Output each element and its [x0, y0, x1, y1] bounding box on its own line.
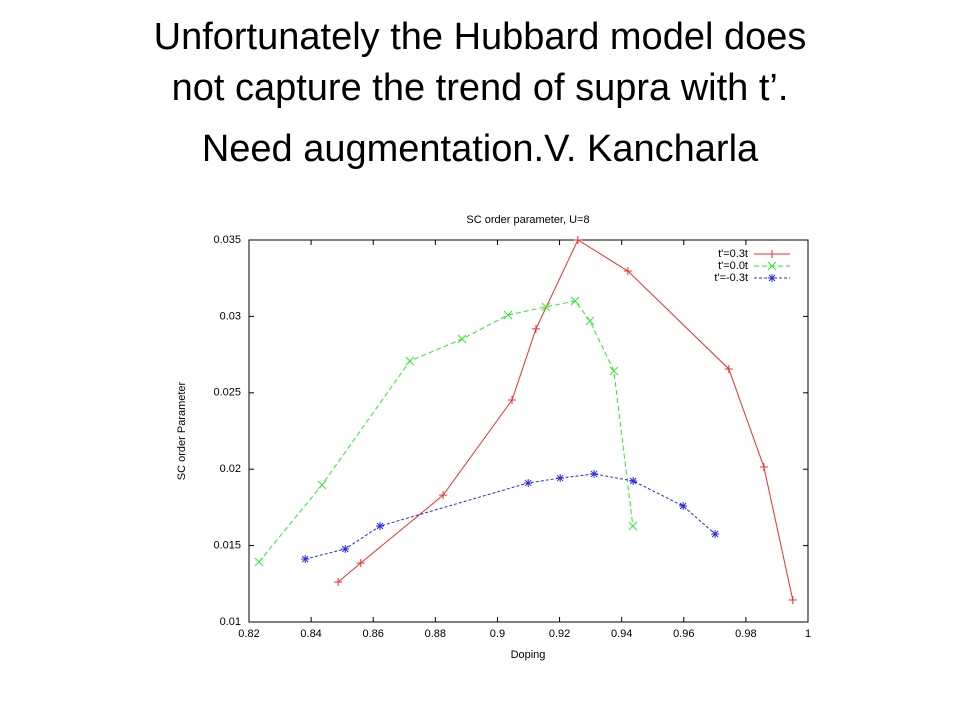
- marker: [531, 324, 540, 333]
- marker: [317, 480, 327, 490]
- marker: [724, 364, 733, 373]
- marker: [503, 310, 513, 320]
- marker: [573, 236, 582, 244]
- marker: [524, 478, 533, 487]
- marker: [629, 476, 638, 485]
- marker: [301, 555, 310, 564]
- marker: [628, 521, 638, 531]
- marker: [711, 529, 720, 538]
- marker: [376, 522, 385, 531]
- heading-line: Unfortunately the Hubbard model does: [153, 16, 807, 58]
- y-tick-label: 0.03: [220, 310, 241, 322]
- x-tick-label: 1: [805, 628, 811, 640]
- marker: [439, 491, 448, 500]
- marker: [341, 544, 350, 553]
- x-axis-label: Doping: [511, 649, 546, 661]
- marker: [570, 296, 580, 306]
- marker: [254, 557, 264, 567]
- legend-label: t'=0.3t: [718, 248, 748, 260]
- plot-frame: [248, 239, 809, 623]
- x-tick-label: 0.84: [300, 628, 321, 640]
- y-tick-label: 0.015: [213, 540, 241, 552]
- y-tick-label: 0.02: [220, 463, 241, 475]
- legend-label: t'=0.0t: [718, 260, 748, 272]
- marker: [508, 395, 517, 404]
- legend-marker: [768, 250, 776, 258]
- y-tick-label: 0.035: [213, 234, 241, 246]
- series-line: [258, 300, 634, 563]
- x-tick-label: 0.9: [490, 628, 505, 640]
- heading-line: not capture the trend of supra with t’.: [171, 67, 789, 109]
- x-tick-label: 0.88: [425, 628, 446, 640]
- legend-label: t'=-0.3t: [714, 272, 748, 284]
- marker: [356, 559, 365, 568]
- x-tick-label: 0.98: [735, 628, 756, 640]
- marker: [585, 316, 595, 326]
- marker: [405, 356, 415, 366]
- heading-line: Need augmentation.V. Kancharla: [201, 128, 759, 170]
- marker: [788, 595, 797, 604]
- marker: [590, 469, 599, 478]
- marker: [609, 366, 619, 376]
- marker: [679, 502, 688, 511]
- y-tick-label: 0.01: [220, 616, 241, 628]
- marker: [556, 474, 565, 483]
- x-tick-label: 0.92: [549, 628, 570, 640]
- series-line: [337, 239, 794, 601]
- x-tick-label: 0.82: [238, 628, 259, 640]
- marker: [759, 463, 768, 472]
- series-line: [305, 473, 716, 560]
- y-tick-label: 0.025: [213, 387, 241, 399]
- marker: [541, 302, 551, 312]
- y-axis-label: SC order Parameter: [176, 381, 188, 480]
- legend-marker: [767, 261, 777, 271]
- x-tick-label: 0.96: [673, 628, 694, 640]
- marker: [623, 267, 632, 276]
- x-tick-label: 0.94: [611, 628, 632, 640]
- chart-title: SC order parameter, U=8: [466, 214, 589, 226]
- legend-marker: [768, 274, 776, 282]
- x-tick-label: 0.86: [363, 628, 384, 640]
- marker: [334, 577, 343, 586]
- marker: [457, 334, 467, 344]
